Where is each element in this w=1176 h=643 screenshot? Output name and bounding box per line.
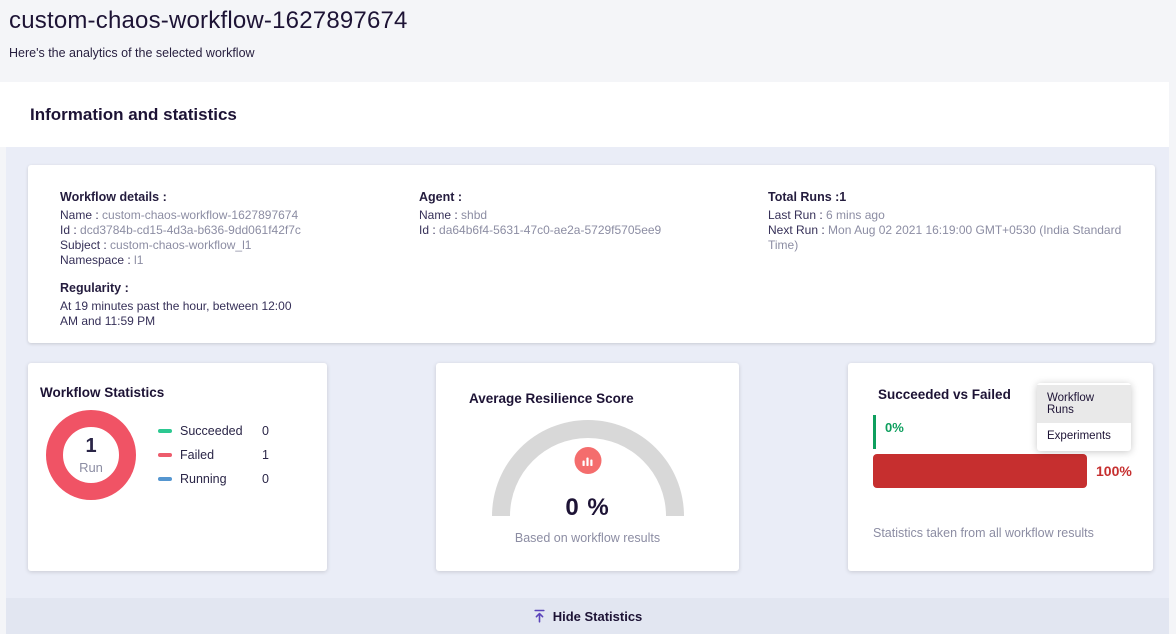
workflow-statistics-title: Workflow Statistics <box>40 385 165 400</box>
field-label: Subject : <box>60 238 107 252</box>
stat-cards-row: Workflow Statistics 1 Run Succeeded 0 Fa… <box>28 363 1153 571</box>
page-header: custom-chaos-workflow-1627897674 Here's … <box>0 0 1176 82</box>
info-card: Workflow details : Name : custom-chaos-w… <box>28 165 1155 343</box>
field-label: Last Run : <box>768 208 823 222</box>
field-value: custom-chaos-workflow_l1 <box>110 238 252 252</box>
field-value: Mon Aug 02 2021 16:19:00 GMT+0530 (India… <box>768 223 1122 252</box>
next-run-field: Next Run : Mon Aug 02 2021 16:19:00 GMT+… <box>768 223 1135 253</box>
workflow-id-field: Id : dcd3784b-cd15-4d3a-b636-9dd061f42f7… <box>60 223 419 238</box>
workflow-statistics-card: Workflow Statistics 1 Run Succeeded 0 Fa… <box>28 363 327 571</box>
field-label: Name : <box>60 208 99 222</box>
statistics-panel: Workflow details : Name : custom-chaos-w… <box>6 147 1169 598</box>
field-value: 6 mins ago <box>826 208 885 222</box>
bar-chart-icon <box>574 447 601 474</box>
resilience-score-caption: Based on workflow results <box>514 531 661 545</box>
workflow-details-column: Workflow details : Name : custom-chaos-w… <box>60 190 419 343</box>
legend-value: 0 <box>262 472 269 486</box>
field-value: custom-chaos-workflow-1627897674 <box>102 208 299 222</box>
field-label: Id : <box>419 223 436 237</box>
succeeded-percentage: 0% <box>885 420 904 435</box>
field-label: Name : <box>419 208 458 222</box>
total-runs-heading: Total Runs :1 <box>768 190 847 204</box>
failed-marker-icon <box>158 453 172 457</box>
hide-statistics-label: Hide Statistics <box>552 608 643 624</box>
regularity-block: Regularity : At 19 minutes past the hour… <box>60 281 419 329</box>
legend-row-failed: Failed 1 <box>158 443 269 467</box>
runs-donut-chart: 1 Run <box>46 410 136 500</box>
resilience-score-title: Average Resilience Score <box>469 391 634 406</box>
field-label: Id : <box>60 223 77 237</box>
legend-value: 1 <box>262 448 269 462</box>
failed-percentage: 100% <box>1096 463 1132 479</box>
section-band: Information and statistics <box>0 82 1169 147</box>
legend-value: 0 <box>262 424 269 438</box>
donut-center-value: 1 <box>85 435 97 457</box>
hide-statistics-button[interactable]: Hide Statistics <box>6 598 1169 634</box>
succeeded-vs-failed-caption: Statistics taken from all workflow resul… <box>873 526 1094 540</box>
resilience-score-value: 0 % <box>565 494 610 521</box>
collapse-up-icon <box>534 609 545 623</box>
agent-id-field: Id : da64b6f4-5631-47c0-ae2a-5729f5705ee… <box>419 223 768 238</box>
agent-heading: Agent : <box>419 190 463 204</box>
page-title: custom-chaos-workflow-1627897674 <box>9 7 408 34</box>
donut-chart-area: 1 Run Succeeded 0 Failed 1 <box>28 410 327 500</box>
resilience-gauge <box>491 420 684 516</box>
failed-bar <box>873 454 1087 488</box>
last-run-field: Last Run : 6 mins ago <box>768 208 1135 223</box>
menu-item-experiments[interactable]: Experiments <box>1047 430 1111 442</box>
section-heading: Information and statistics <box>30 104 237 124</box>
field-value: dcd3784b-cd15-4d3a-b636-9dd061f42f7c <box>80 223 301 237</box>
workflow-details-heading: Workflow details : <box>60 190 167 204</box>
legend-row-running: Running 0 <box>158 467 269 491</box>
agent-column: Agent : Name : shbd Id : da64b6f4-5631-4… <box>419 190 768 343</box>
regularity-heading: Regularity : <box>60 281 129 295</box>
menu-item-workflow-runs[interactable]: Workflow Runs <box>1037 385 1131 423</box>
legend-label: Running <box>180 472 227 486</box>
legend-label: Succeeded <box>180 424 243 438</box>
failed-segment: 100% <box>873 454 1153 488</box>
field-label: Namespace : <box>60 253 131 267</box>
legend-label: Failed <box>180 448 215 462</box>
succeeded-vs-failed-card: Succeeded vs Failed Workflow Runs Experi… <box>848 363 1153 571</box>
succeeded-segment: 0% <box>873 415 1153 449</box>
workflow-namespace-field: Namespace : l1 <box>60 253 419 268</box>
succeeded-bar <box>873 415 876 449</box>
regularity-line-1: At 19 minutes past the hour, between 12:… <box>60 299 292 313</box>
legend-row-succeeded: Succeeded 0 <box>158 419 269 443</box>
agent-name-field: Name : shbd <box>419 208 768 223</box>
field-value: da64b6f4-5631-47c0-ae2a-5729f5705ee9 <box>439 223 662 237</box>
field-value: shbd <box>461 208 488 222</box>
field-value: l1 <box>134 253 144 267</box>
bar-chart-glyph <box>582 457 593 466</box>
workflow-subject-field: Subject : custom-chaos-workflow_l1 <box>60 238 419 253</box>
resilience-score-card: Average Resilience Score 0 % Based on wo… <box>436 363 739 571</box>
bottom-strip <box>0 634 1176 643</box>
donut-legend: Succeeded 0 Failed 1 Running 0 <box>158 419 269 491</box>
succeeded-vs-failed-title: Succeeded vs Failed <box>878 387 1011 402</box>
running-marker-icon <box>158 477 172 481</box>
workflow-name-field: Name : custom-chaos-workflow-1627897674 <box>60 208 419 223</box>
total-runs-column: Total Runs :1 Last Run : 6 mins ago Next… <box>768 190 1135 343</box>
donut-center-caption: Run <box>79 460 103 475</box>
page-subtitle: Here's the analytics of the selected wor… <box>9 46 255 60</box>
succeeded-marker-icon <box>158 429 172 433</box>
field-label: Next Run : <box>768 223 825 237</box>
results-filter-menu: Workflow Runs Experiments <box>1037 383 1131 451</box>
regularity-line-2: AM and 11:59 PM <box>60 314 156 328</box>
